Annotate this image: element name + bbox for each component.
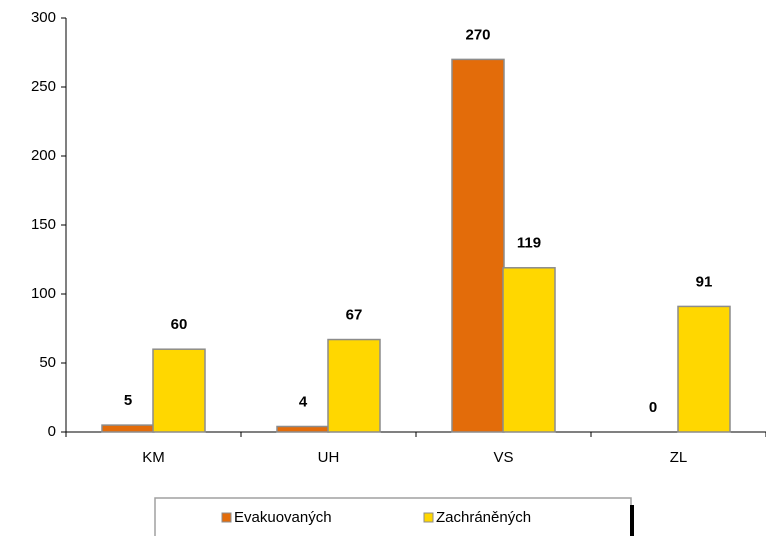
- legend-box: [154, 497, 632, 536]
- bar: [677, 305, 731, 433]
- x-tick-label: UH: [318, 449, 340, 466]
- bar: [451, 58, 505, 433]
- legend-label: Evakuovaných: [234, 509, 332, 526]
- value-label: 119: [517, 235, 541, 252]
- value-label: 270: [465, 26, 490, 43]
- legend-swatch: [423, 512, 434, 523]
- value-label: 67: [346, 307, 363, 324]
- bar: [152, 348, 206, 433]
- value-label: 4: [299, 393, 308, 410]
- bar: [502, 267, 556, 433]
- y-tick-label: 50: [39, 354, 56, 371]
- legend-edge: [630, 505, 634, 536]
- y-tick-label: 0: [48, 423, 56, 440]
- value-label: 0: [649, 399, 657, 416]
- value-label: 91: [696, 273, 713, 290]
- y-tick-label: 300: [31, 9, 56, 26]
- x-tick-label: KM: [142, 449, 165, 466]
- y-tick-label: 200: [31, 147, 56, 164]
- bar: [276, 425, 330, 433]
- value-label: 5: [124, 392, 132, 409]
- legend-label: Zachráněných: [436, 509, 531, 526]
- x-tick-label: ZL: [670, 449, 688, 466]
- y-tick-label: 100: [31, 285, 56, 302]
- bar: [101, 424, 155, 433]
- legend-swatch: [221, 512, 232, 523]
- value-label: 60: [171, 316, 188, 333]
- bar: [327, 338, 381, 433]
- y-tick-label: 150: [31, 216, 56, 233]
- y-tick-label: 250: [31, 78, 56, 95]
- x-tick-label: VS: [493, 449, 513, 466]
